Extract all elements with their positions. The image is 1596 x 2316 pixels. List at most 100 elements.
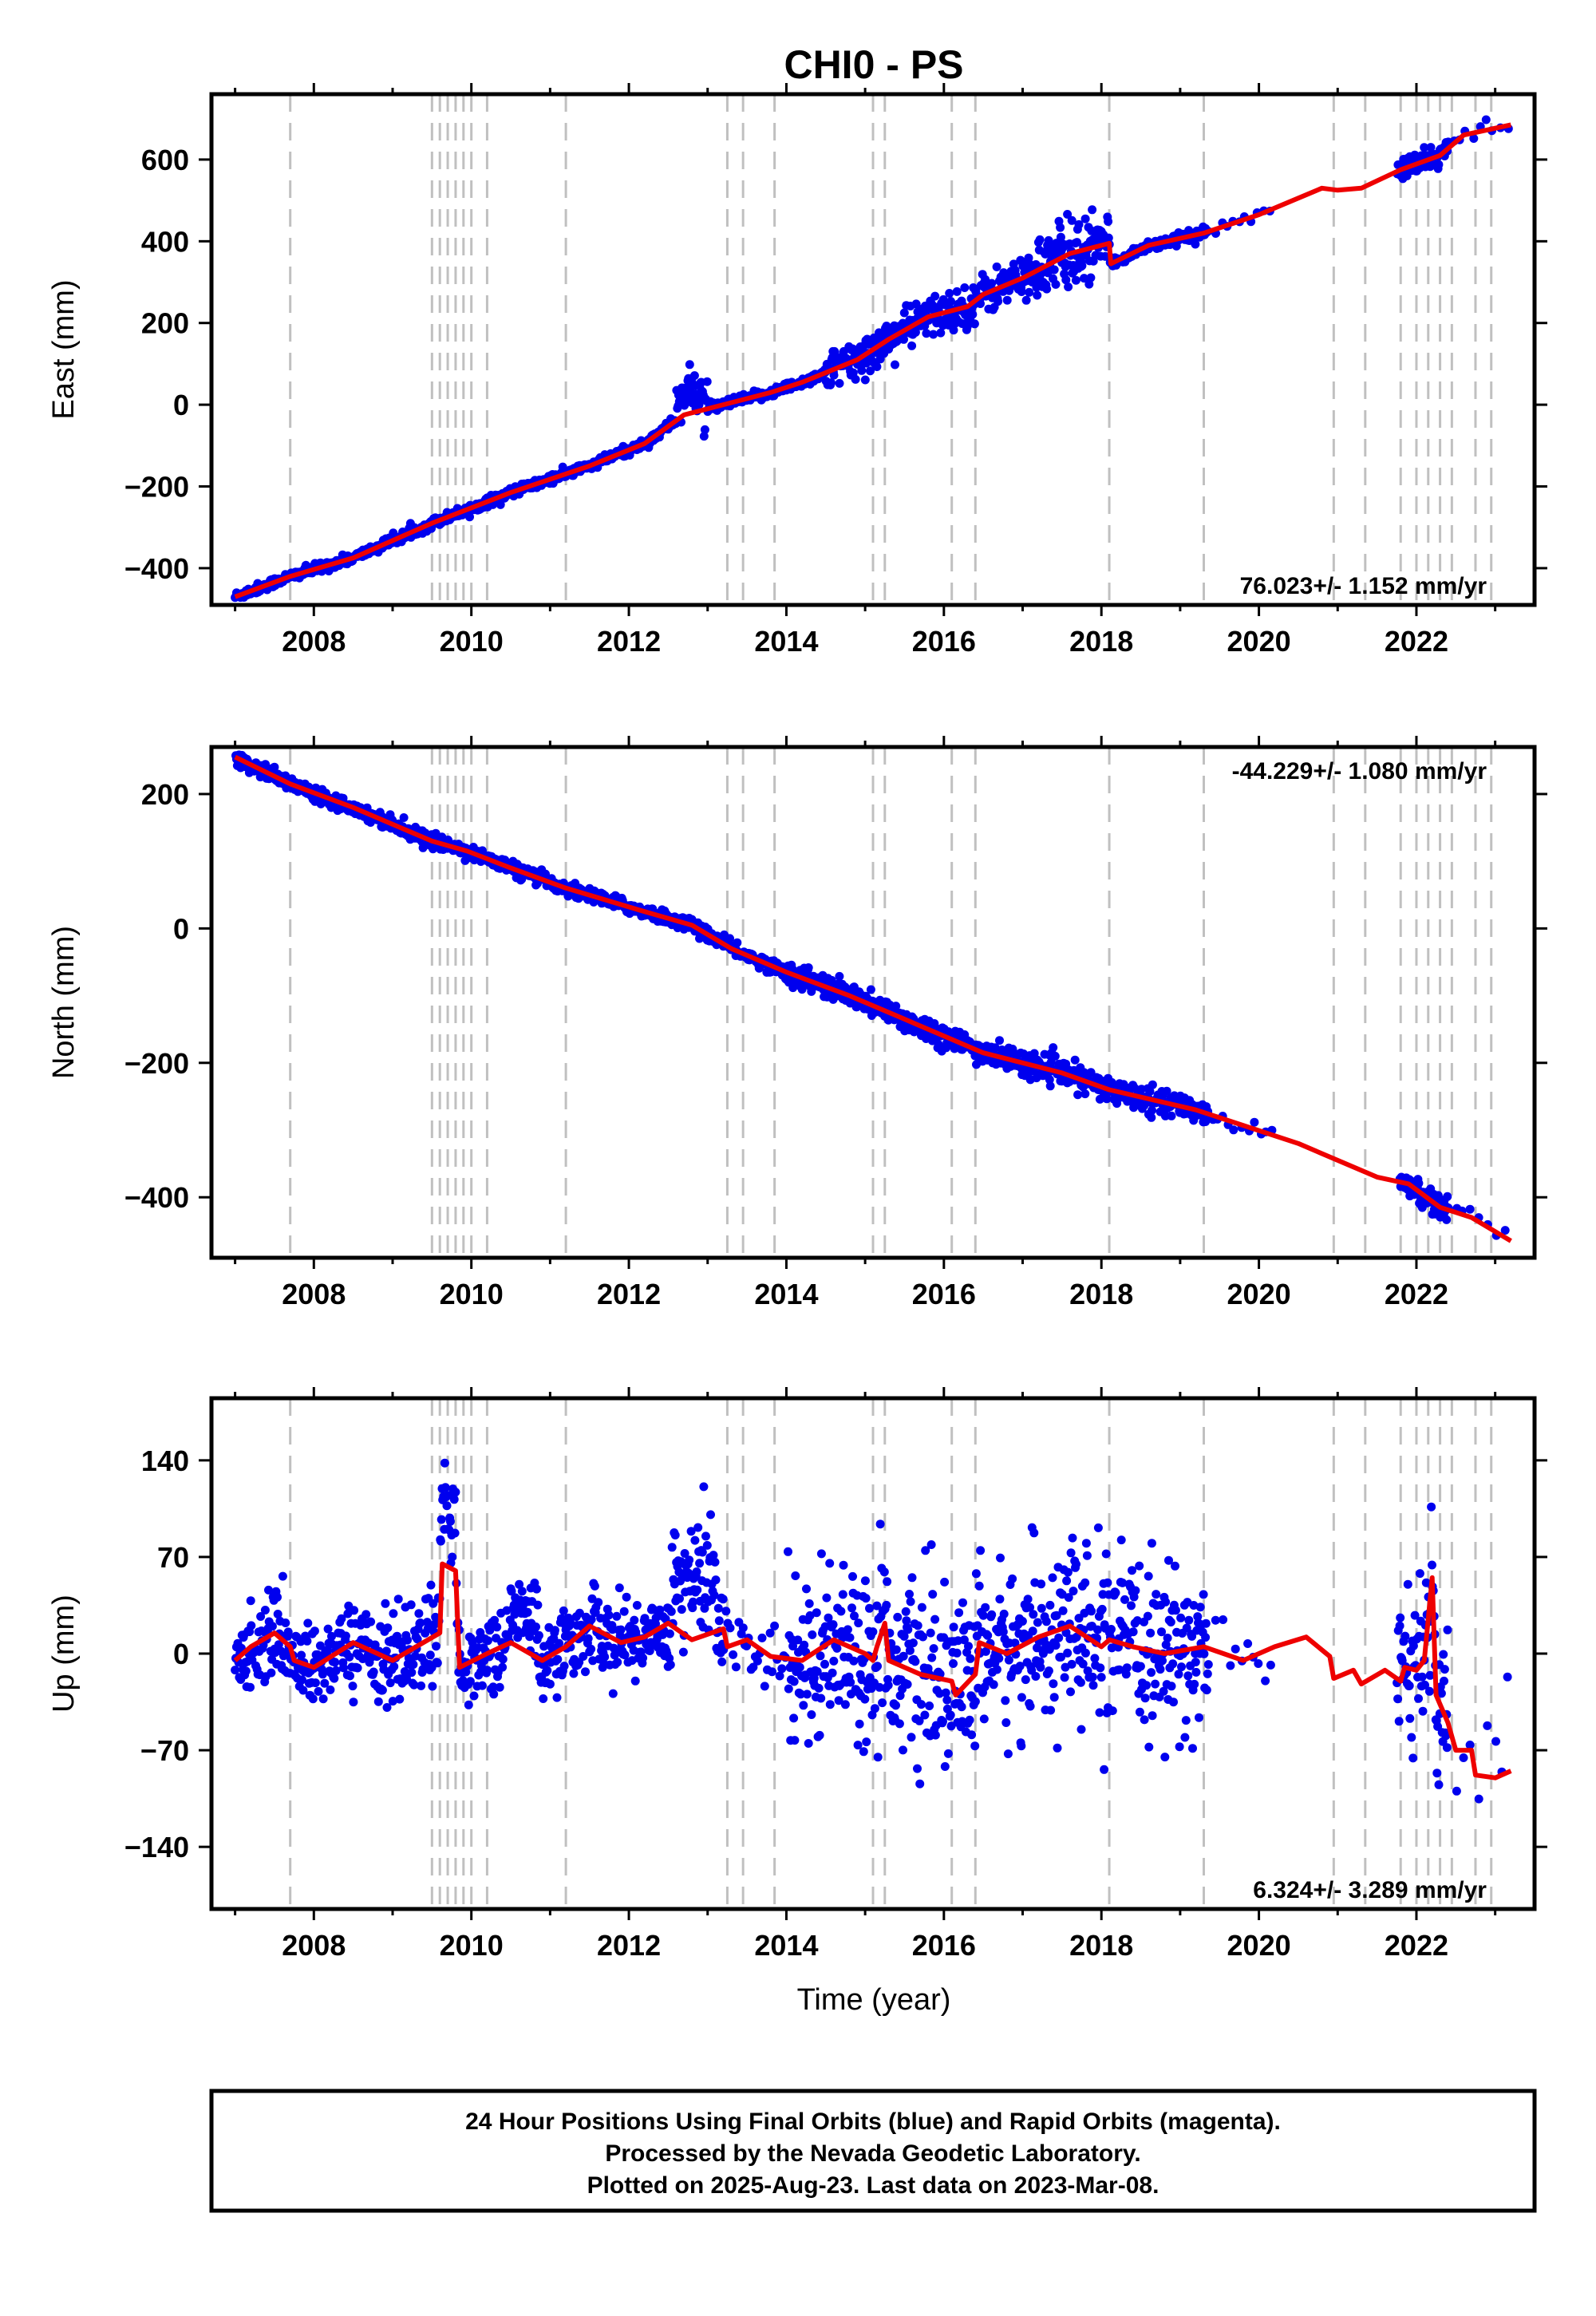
data-point <box>1088 205 1097 215</box>
data-point <box>373 1697 383 1706</box>
data-point <box>1128 1627 1138 1637</box>
data-point <box>995 1036 1004 1045</box>
data-point <box>1152 1590 1161 1599</box>
data-point <box>1025 1603 1035 1612</box>
data-point <box>428 1682 437 1691</box>
data-point <box>857 366 867 375</box>
data-point <box>1042 284 1052 294</box>
footer-box: 24 Hour Positions Using Final Orbits (bl… <box>209 2089 1537 2213</box>
data-point <box>1077 1725 1086 1734</box>
data-point <box>689 1597 697 1607</box>
data-point <box>1116 1535 1126 1545</box>
data-point <box>1122 1663 1132 1673</box>
data-point <box>346 1671 354 1681</box>
data-point <box>1167 1111 1176 1120</box>
data-point <box>976 299 985 308</box>
data-point <box>1057 1652 1065 1662</box>
data-point <box>1191 1667 1201 1677</box>
data-point <box>1410 1611 1420 1620</box>
data-point <box>697 1547 707 1557</box>
x-tick-label: 2014 <box>754 1278 818 1310</box>
y-tick-label: −200 <box>124 471 189 504</box>
data-point <box>1071 275 1080 285</box>
plot-frame <box>209 92 1537 607</box>
data-point <box>791 1571 800 1580</box>
data-point <box>883 1681 893 1690</box>
data-point <box>1131 1586 1140 1595</box>
data-point <box>1181 1716 1191 1725</box>
data-point <box>685 1555 694 1565</box>
data-point <box>345 1652 354 1662</box>
data-point <box>1118 1578 1128 1587</box>
data-point <box>1420 143 1429 152</box>
x-tick-label: 2014 <box>754 1929 818 1962</box>
figure-title: CHI0 - PS <box>784 42 963 87</box>
data-point <box>789 1677 799 1686</box>
data-point <box>270 762 279 772</box>
data-point <box>883 1577 892 1587</box>
data-point <box>267 1622 277 1631</box>
data-point <box>400 1667 409 1676</box>
data-point <box>784 1684 793 1694</box>
data-point <box>608 1689 618 1698</box>
data-point <box>630 1615 639 1625</box>
x-tick-label: 2020 <box>1227 1278 1291 1310</box>
data-point <box>413 1634 422 1644</box>
data-point <box>1056 232 1065 242</box>
data-point <box>1052 1611 1061 1620</box>
data-point <box>1400 1631 1410 1641</box>
data-point <box>417 1681 426 1690</box>
y-tick-label: −70 <box>140 1734 189 1767</box>
data-point <box>1015 1662 1025 1671</box>
data-point <box>1219 1615 1228 1624</box>
data-point <box>297 1650 306 1660</box>
data-point <box>1199 1590 1208 1599</box>
data-point <box>895 1719 904 1729</box>
data-point <box>1073 238 1082 247</box>
data-point <box>1188 1744 1197 1753</box>
data-point <box>917 1700 926 1709</box>
data-point <box>1436 1689 1446 1698</box>
data-point <box>891 1701 900 1710</box>
x-tick-label: 2012 <box>597 1278 661 1310</box>
data-point <box>1051 1641 1061 1650</box>
data-point <box>927 1653 937 1662</box>
data-point <box>1097 1604 1107 1614</box>
data-point <box>1038 1649 1048 1658</box>
data-point <box>1002 295 1012 305</box>
data-point <box>943 1749 953 1758</box>
data-point <box>793 1635 803 1645</box>
north-panel: 2008 2010 2012 2014 2016 2018 2020 2022−400−200… <box>47 736 1547 1310</box>
data-point <box>879 1567 889 1577</box>
data-point <box>1201 1633 1211 1642</box>
data-point <box>1101 1549 1111 1559</box>
data-point <box>974 1581 984 1591</box>
data-point <box>449 1495 459 1504</box>
data-point <box>1063 1648 1073 1658</box>
data-point <box>231 1666 240 1675</box>
rate-annotation: -44.229+/- 1.080 mm/yr <box>1232 758 1487 785</box>
data-point <box>875 1520 885 1529</box>
data-point <box>399 813 409 822</box>
data-point <box>264 1585 273 1595</box>
data-point <box>241 1666 251 1676</box>
data-point <box>1180 1733 1190 1742</box>
data-point <box>825 1559 835 1568</box>
data-point <box>1058 1606 1068 1615</box>
data-point <box>802 1690 812 1699</box>
data-point <box>330 1674 339 1683</box>
data-point <box>666 1607 676 1616</box>
data-point <box>1031 1672 1041 1681</box>
data-point <box>921 1546 930 1555</box>
footer-line-3: Plotted on 2025-Aug-23. Last data on 202… <box>587 2172 1159 2199</box>
data-point <box>1064 283 1073 291</box>
data-point <box>1161 1597 1171 1607</box>
data-point <box>911 299 921 309</box>
data-point <box>1146 1628 1156 1638</box>
data-point <box>1033 290 1042 300</box>
data-point <box>377 1686 387 1695</box>
data-point <box>809 1674 819 1683</box>
data-point <box>1203 1669 1212 1678</box>
data-point <box>1395 1621 1404 1630</box>
